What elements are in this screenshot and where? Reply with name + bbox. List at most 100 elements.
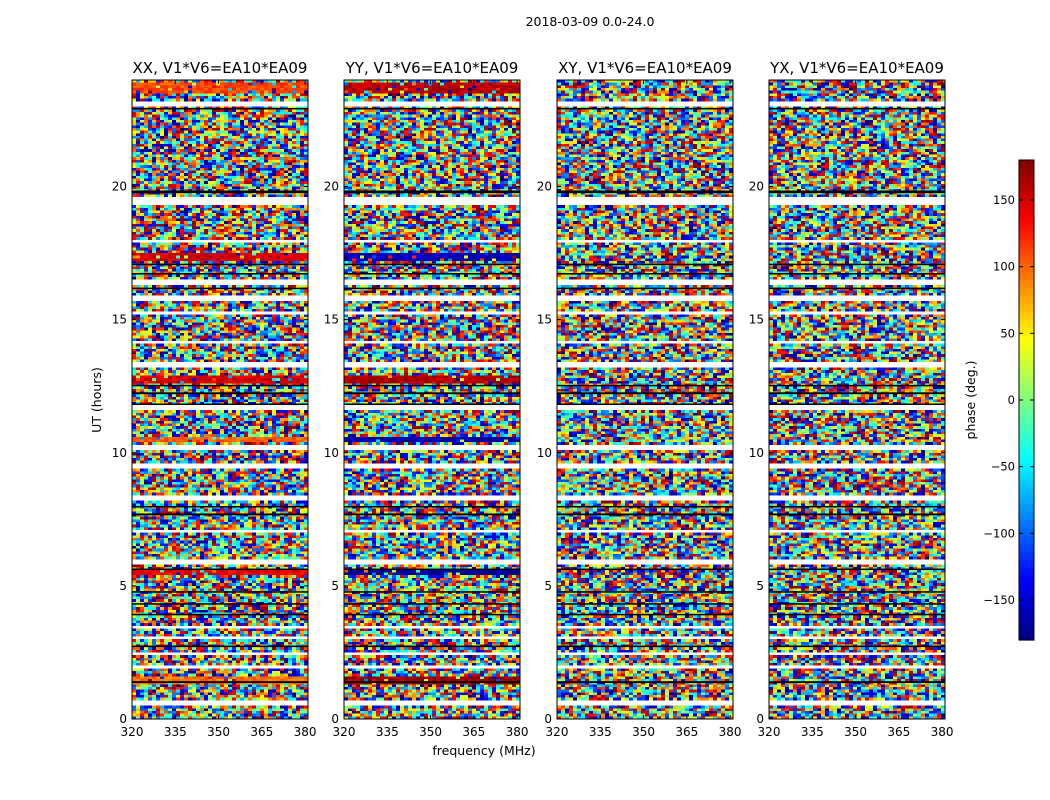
scan-gap-band xyxy=(557,263,733,266)
scan-gap-band xyxy=(769,603,945,605)
colorbar-segment xyxy=(1019,428,1034,433)
panel-title-xy: XY, V1*V6=EA10*EA09 xyxy=(558,59,732,77)
colorbar-segment xyxy=(1019,488,1034,493)
panel-xx: XX, V1*V6=EA10*EA09 320 335 350 365 380 0 5 10 1… xyxy=(112,59,317,739)
colorbar-segment xyxy=(1019,324,1034,329)
panel-yx: YX, V1*V6=EA10*EA09 320 335 350 365 380 0 5 10 1… xyxy=(749,59,954,739)
colorbar-segment xyxy=(1019,384,1034,389)
phase-heatmap-image xyxy=(769,80,945,719)
colorbar-segment xyxy=(1019,416,1034,421)
colorbar-segment xyxy=(1019,520,1034,525)
y-tick-label: 5 xyxy=(756,579,764,593)
colorbar-segment xyxy=(1019,212,1034,217)
scan-gap-band xyxy=(132,263,308,266)
colorbar-segment xyxy=(1019,364,1034,369)
colorbar-segment xyxy=(1019,512,1034,517)
colorbar-segment xyxy=(1019,456,1034,461)
scan-gap-band xyxy=(557,107,733,110)
plot-frame xyxy=(556,79,734,720)
scan-gap-band xyxy=(557,403,733,405)
scan-gap-band xyxy=(557,603,733,605)
colorbar-segment xyxy=(1019,424,1034,429)
y-tick-label: 15 xyxy=(749,313,764,327)
scan-gap-band xyxy=(769,613,945,616)
colorbar-segment xyxy=(1019,220,1034,225)
scan-gap-band xyxy=(769,506,945,508)
colorbar-segment xyxy=(1019,244,1034,249)
colorbar-segment xyxy=(1019,224,1034,229)
x-tick-label: 320 xyxy=(546,725,569,739)
scan-gap-band xyxy=(132,645,308,648)
scan-gap-band xyxy=(344,273,520,275)
colorbar-segment xyxy=(1019,196,1034,201)
colorbar-segment xyxy=(1019,580,1034,585)
scan-gap-band xyxy=(132,392,308,395)
colorbar-segment xyxy=(1019,476,1034,481)
colorbar-segment xyxy=(1019,472,1034,477)
x-tick-label: 335 xyxy=(164,725,187,739)
colorbar-segment xyxy=(1019,636,1034,641)
colorbar-tick-label: 50 xyxy=(1000,326,1015,340)
x-tick-label: 365 xyxy=(675,725,698,739)
phase-heatmap-image xyxy=(344,80,520,719)
colorbar-segment xyxy=(1019,404,1034,409)
y-tick-label: 0 xyxy=(119,712,127,726)
colorbar-segment xyxy=(1019,460,1034,465)
scan-gap-band xyxy=(344,384,520,387)
colorbar-segment xyxy=(1019,628,1034,633)
colorbar-segment xyxy=(1019,492,1034,497)
colorbar-segment xyxy=(1019,608,1034,613)
colorbar-segment xyxy=(1019,344,1034,349)
colorbar-segment xyxy=(1019,292,1034,297)
colorbar-segment xyxy=(1019,256,1034,261)
x-tick-label: 350 xyxy=(632,725,655,739)
y-tick-label: 15 xyxy=(112,313,127,327)
colorbar-segment xyxy=(1019,180,1034,185)
colorbar-segment xyxy=(1019,160,1034,165)
colorbar-segment xyxy=(1019,448,1034,453)
scan-gap-band xyxy=(769,392,945,395)
colorbar-segment xyxy=(1019,268,1034,273)
figure-title: 2018-03-09 0.0-24.0 xyxy=(526,14,655,29)
colorbar-segment xyxy=(1019,480,1034,485)
x-tick-label: 365 xyxy=(250,725,273,739)
colorbar-segment xyxy=(1019,624,1034,629)
colorbar-segment xyxy=(1019,192,1034,197)
colorbar-segment xyxy=(1019,600,1034,605)
colorbar-segment xyxy=(1019,392,1034,397)
y-tick-label: 10 xyxy=(749,446,764,460)
x-tick-label: 380 xyxy=(719,725,742,739)
scan-gap-band xyxy=(557,392,733,395)
scan-gap-band xyxy=(769,384,945,387)
colorbar-segment xyxy=(1019,368,1034,373)
scan-gap-band xyxy=(769,190,945,194)
y-tick-label: 0 xyxy=(544,712,552,726)
scan-gap-band xyxy=(344,403,520,405)
x-tick-label: 380 xyxy=(506,725,529,739)
scan-gap-band xyxy=(557,384,733,387)
colorbar-segment xyxy=(1019,496,1034,501)
scan-gap-band xyxy=(132,403,308,405)
scan-gap-band xyxy=(344,287,520,290)
panel-title-yx: YX, V1*V6=EA10*EA09 xyxy=(769,59,944,77)
scan-gap-band xyxy=(557,681,733,684)
colorbar-segment xyxy=(1019,556,1034,561)
scan-gap-band xyxy=(344,613,520,616)
scan-gap-band xyxy=(344,603,520,605)
colorbar-segment xyxy=(1019,452,1034,457)
colorbar-segment xyxy=(1019,300,1034,305)
colorbar-segment xyxy=(1019,316,1034,321)
colorbar-segment xyxy=(1019,560,1034,565)
colorbar-segment xyxy=(1019,412,1034,417)
y-tick-label: 10 xyxy=(112,446,127,460)
colorbar-segment xyxy=(1019,528,1034,533)
x-tick-label: 350 xyxy=(207,725,230,739)
x-axis-label: frequency (MHz) xyxy=(432,743,535,758)
scan-gap-band xyxy=(132,603,308,605)
colorbar-segment xyxy=(1019,380,1034,385)
x-tick-label: 335 xyxy=(589,725,612,739)
y-tick-label: 5 xyxy=(119,579,127,593)
y-tick-label: 15 xyxy=(324,313,339,327)
scan-gap-band xyxy=(132,287,308,290)
colorbar-segment xyxy=(1019,208,1034,213)
